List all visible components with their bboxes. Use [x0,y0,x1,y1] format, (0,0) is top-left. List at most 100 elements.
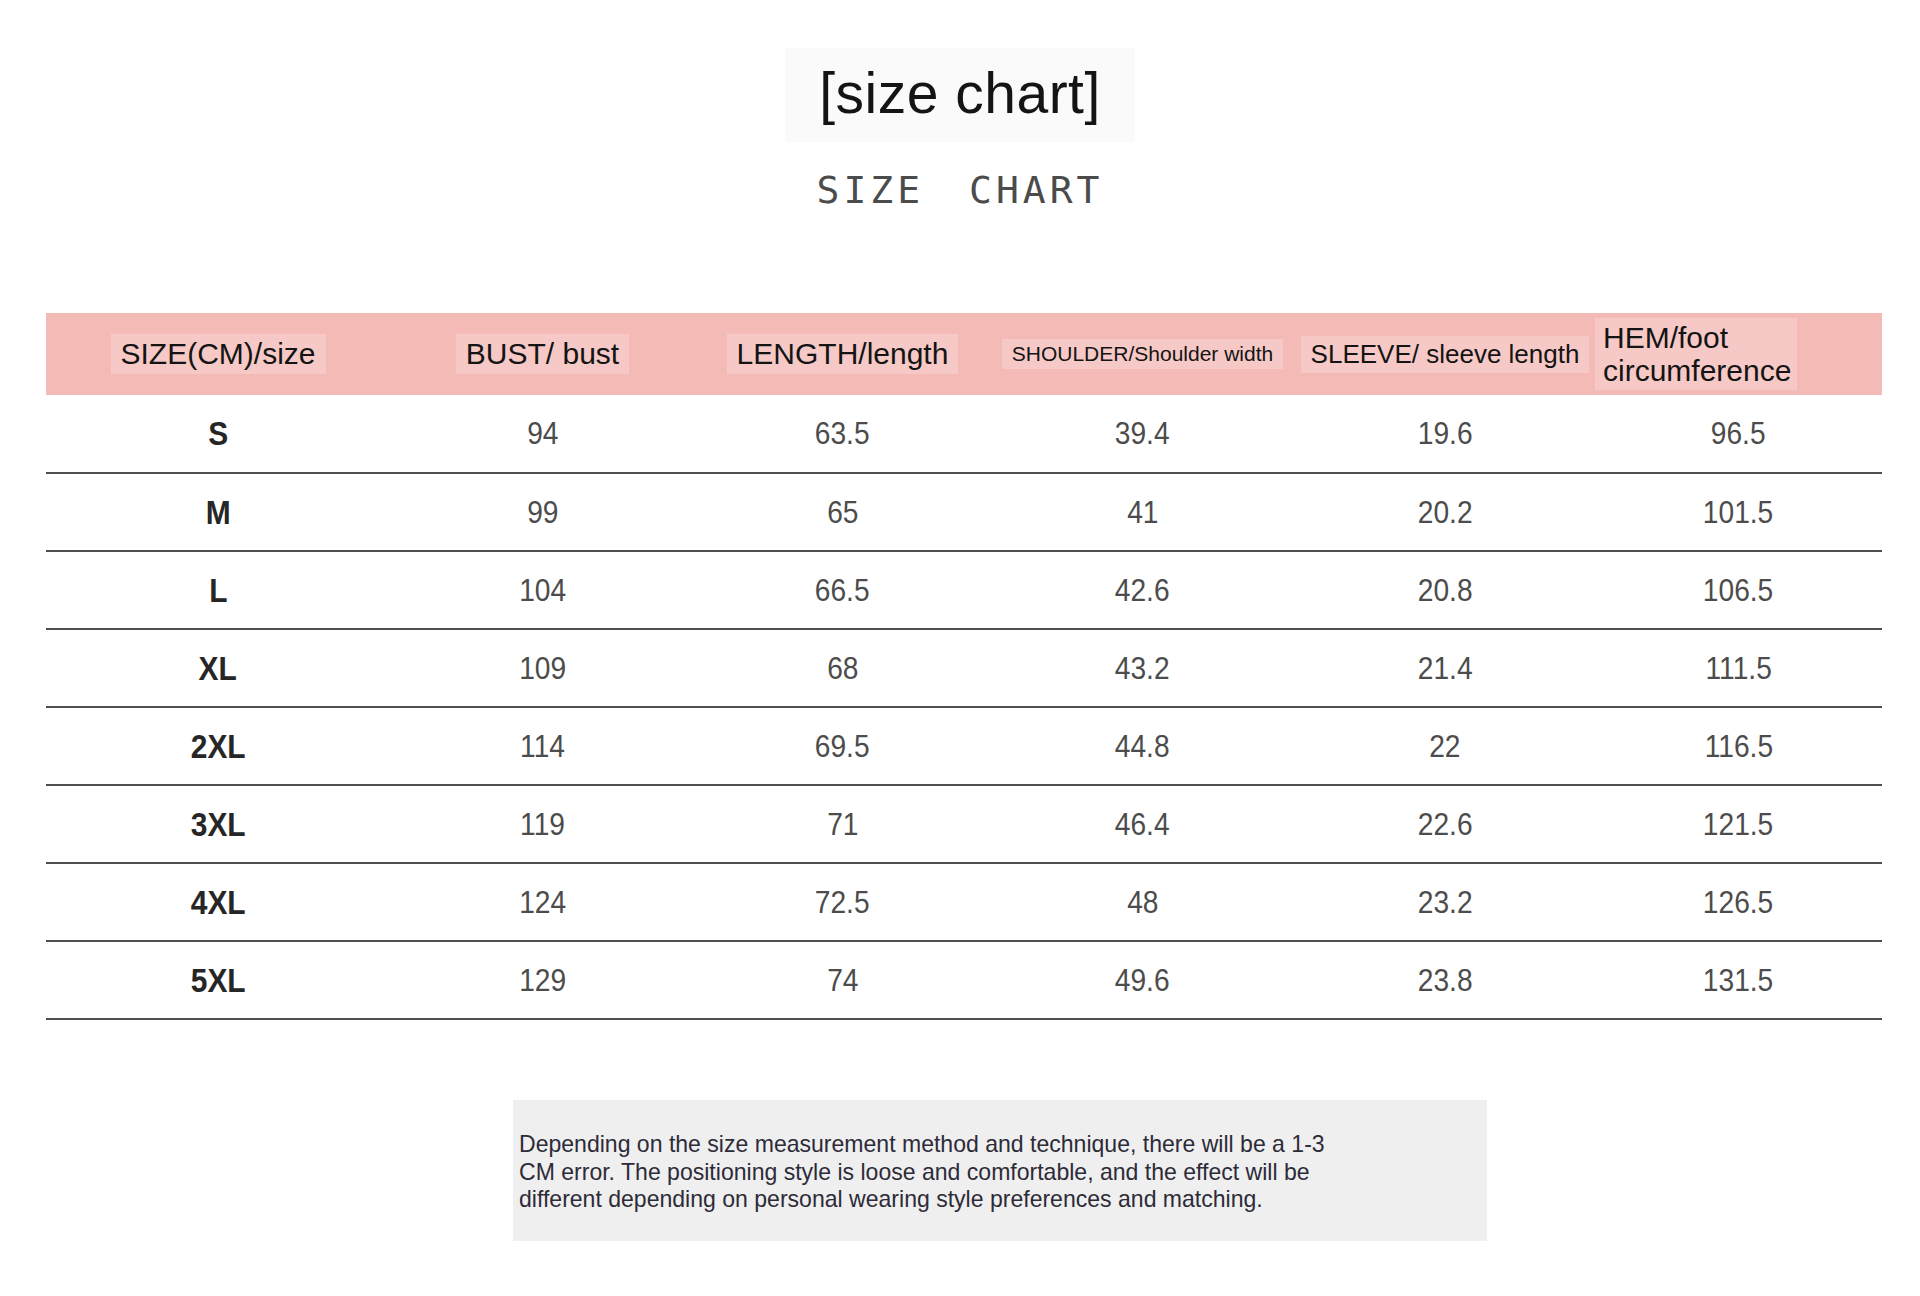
page-title: [size chart] [819,60,1101,126]
cell-value: 72.5 [815,884,870,921]
cell-value: 21.4 [1418,650,1473,687]
size-label-text: XL [199,649,237,688]
column-header-bust-label: BUST/ bust [456,334,629,374]
column-header-size-label: SIZE(CM)/size [111,334,326,374]
cell-value: 49.6 [1115,962,1170,999]
cell-value: 69.5 [815,728,870,765]
cell-shoulder: 39.4 [990,395,1295,473]
cell-shoulder: 42.6 [990,551,1295,629]
cell-value: 39.4 [1115,415,1170,452]
cell-bust: 114 [390,707,695,785]
page-subtitle: SIZE CHART [817,168,1104,212]
cell-value: 22 [1429,728,1460,765]
size-row-S: S 94 63.5 39.4 19.6 96.5 [46,395,1882,473]
cell-value: 68 [827,650,858,687]
cell-length: 72.5 [695,863,990,941]
cell-sleeve: 20.8 [1295,551,1595,629]
size-row-4XL: 4XL 124 72.5 48 23.2 126.5 [46,863,1882,941]
cell-sleeve: 22.6 [1295,785,1595,863]
column-header-length-label: LENGTH/length [727,334,959,374]
cell-value: 74 [827,962,858,999]
cell-sleeve: 19.6 [1295,395,1595,473]
size-row-L: L 104 66.5 42.6 20.8106.5 [46,551,1882,629]
column-header-hem-label: HEM/foot circumference [1595,318,1797,390]
size-table: SIZE(CM)/size BUST/ bust LENGTH/length S… [46,313,1882,1020]
cell-value: 66.5 [815,572,870,609]
size-table-body: S 94 63.5 39.4 19.6 96.5 M 99 65 41 20.2 101.5 L 104 6… [46,395,1882,1019]
cell-size: S [46,395,390,473]
cell-sleeve: 23.2 [1295,863,1595,941]
size-row-M: M 99 65 41 20.2 101.5 [46,473,1882,551]
size-row-3XL: 3XL1197146.422.6121.5 [46,785,1882,863]
cell-length: 69.5 [695,707,990,785]
cell-sleeve: 22 [1295,707,1595,785]
cell-value: 23.2 [1418,884,1473,921]
cell-value: 109 [519,650,566,687]
column-header-hem: HEM/foot circumference [1595,313,1882,395]
cell-bust: 94 [390,395,695,473]
cell-size: M [46,473,390,551]
cell-length: 71 [695,785,990,863]
measurement-note: Depending on the size measurement method… [513,1100,1487,1241]
cell-value: 96.5 [1711,415,1766,452]
cell-value: 42.6 [1115,572,1170,609]
size-row-XL: XL1096843.221.4111.5 [46,629,1882,707]
cell-value: 65 [827,494,858,531]
cell-size: 3XL [46,785,390,863]
cell-size: L [46,551,390,629]
cell-size: 5XL [46,941,390,1019]
cell-value: 131.5 [1703,962,1773,999]
cell-length: 63.5 [695,395,990,473]
column-header-shoulder-label: SHOULDER/Shoulder width [1002,339,1283,369]
column-header-sleeve-label: SLEEVE/ sleeve length [1301,336,1590,373]
cell-value: 104 [519,572,566,609]
cell-value: 63.5 [815,415,870,452]
size-label-text: M [206,493,231,532]
cell-shoulder: 41 [990,473,1295,551]
cell-value: 114 [520,728,565,765]
cell-hem: 121.5 [1595,785,1882,863]
column-header-length: LENGTH/length [695,313,990,395]
cell-bust: 124 [390,863,695,941]
cell-value: 48 [1127,884,1158,921]
cell-value: 129 [519,962,566,999]
cell-shoulder: 48 [990,863,1295,941]
cell-bust: 104 [390,551,695,629]
cell-bust: 129 [390,941,695,1019]
cell-hem: 131.5 [1595,941,1882,1019]
column-header-sleeve: SLEEVE/ sleeve length [1295,313,1595,395]
cell-hem: 126.5 [1595,863,1882,941]
size-label-text: L [209,571,227,610]
cell-value: 71 [827,806,858,843]
cell-value: 126.5 [1703,884,1773,921]
cell-value: 19.6 [1418,415,1473,452]
size-label-text: S [208,414,228,453]
cell-size: 4XL [46,863,390,941]
size-table-header: SIZE(CM)/size BUST/ bust LENGTH/length S… [46,313,1882,395]
cell-hem: 101.5 [1595,473,1882,551]
cell-length: 66.5 [695,551,990,629]
cell-value: 23.8 [1418,962,1473,999]
column-header-bust: BUST/ bust [390,313,695,395]
cell-size: 2XL [46,707,390,785]
cell-value: 41 [1127,494,1158,531]
cell-value: 116.5 [1704,728,1772,765]
cell-hem: 111.5 [1595,629,1882,707]
cell-hem: 106.5 [1595,551,1882,629]
cell-hem: 96.5 [1595,395,1882,473]
cell-value: 124 [519,884,566,921]
measurement-note-text: Depending on the size measurement method… [519,1130,1435,1213]
cell-value: 94 [527,415,558,452]
cell-sleeve: 23.8 [1295,941,1595,1019]
cell-value: 119 [520,806,565,843]
title-section: [size chart] [0,48,1920,142]
cell-size: XL [46,629,390,707]
cell-length: 68 [695,629,990,707]
cell-bust: 99 [390,473,695,551]
header-row: SIZE(CM)/size BUST/ bust LENGTH/length S… [46,313,1882,395]
cell-value: 99 [527,494,558,531]
cell-value: 20.2 [1418,494,1473,531]
cell-bust: 119 [390,785,695,863]
cell-sleeve: 21.4 [1295,629,1595,707]
size-chart-page: [size chart] SIZE CHART SIZE(CM)/size BU… [0,0,1920,1296]
